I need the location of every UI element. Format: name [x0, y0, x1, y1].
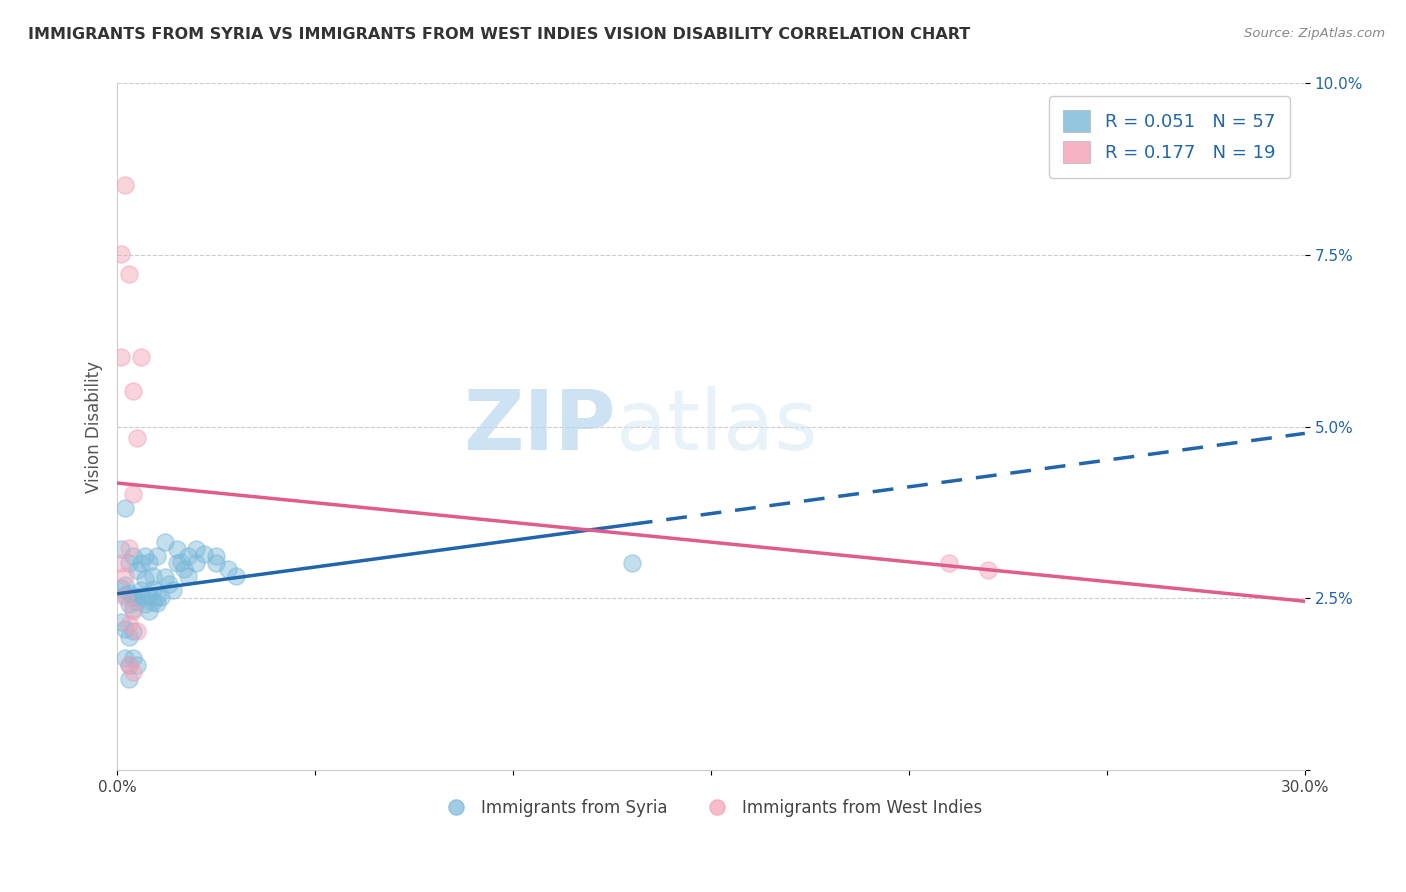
Point [118, 586, 141, 600]
Point [114, 651, 136, 665]
Point [125, 657, 148, 672]
Point [110, 246, 132, 260]
Point [142, 582, 165, 597]
Point [118, 541, 141, 556]
Point [122, 604, 145, 618]
Point [118, 556, 141, 570]
Point [118, 631, 141, 645]
Point [217, 562, 239, 576]
Point [938, 556, 960, 570]
Point [153, 570, 176, 584]
Point [118, 597, 141, 611]
Y-axis label: Vision Disability: Vision Disability [86, 360, 103, 492]
Point [122, 601, 145, 615]
Text: IMMIGRANTS FROM SYRIA VS IMMIGRANTS FROM WEST INDIES VISION DISABILITY CORRELATI: IMMIGRANTS FROM SYRIA VS IMMIGRANTS FROM… [28, 27, 970, 42]
Point [118, 616, 141, 631]
Point [134, 549, 156, 563]
Point [114, 588, 136, 602]
Point [114, 577, 136, 591]
Point [205, 549, 228, 563]
Point [122, 549, 145, 563]
Point [205, 556, 228, 570]
Point [173, 562, 195, 576]
Point [166, 541, 188, 556]
Point [134, 572, 156, 586]
Point [138, 555, 160, 569]
Point [129, 583, 152, 598]
Point [125, 595, 148, 609]
Point [129, 556, 152, 570]
Point [162, 583, 184, 598]
Point [122, 590, 145, 604]
Legend: Immigrants from Syria, Immigrants from West Indies: Immigrants from Syria, Immigrants from W… [433, 792, 990, 823]
Point [114, 590, 136, 604]
Point [129, 350, 152, 364]
Point [110, 615, 132, 630]
Point [114, 568, 136, 582]
Point [114, 500, 136, 515]
Point [157, 577, 180, 591]
Point [146, 590, 169, 604]
Point [125, 624, 148, 639]
Point [169, 555, 191, 569]
Point [225, 569, 247, 583]
Point [977, 562, 1000, 576]
Point [186, 541, 208, 556]
Point [134, 597, 156, 611]
Point [149, 590, 172, 604]
Point [166, 556, 188, 570]
Point [177, 568, 200, 582]
Point [118, 672, 141, 686]
Text: atlas: atlas [616, 386, 818, 467]
Point [125, 562, 148, 576]
Point [142, 595, 165, 609]
Point [122, 624, 145, 639]
Point [110, 541, 132, 556]
Point [118, 657, 141, 672]
Point [110, 581, 132, 595]
Point [122, 665, 145, 679]
Point [122, 487, 145, 501]
Point [177, 549, 200, 563]
Point [110, 350, 132, 364]
Point [138, 589, 160, 603]
Point [146, 596, 169, 610]
Point [129, 589, 152, 603]
Point [186, 556, 208, 570]
Point [118, 657, 141, 672]
Point [122, 651, 145, 665]
Point [118, 268, 141, 282]
Point [110, 556, 132, 570]
Point [122, 384, 145, 398]
Point [125, 590, 148, 604]
Point [114, 178, 136, 192]
Point [138, 604, 160, 618]
Text: ZIP: ZIP [464, 386, 616, 467]
Point [142, 569, 165, 583]
Point [620, 556, 643, 570]
Point [153, 535, 176, 549]
Point [193, 547, 215, 561]
Point [114, 622, 136, 636]
Point [125, 431, 148, 445]
Point [146, 549, 169, 563]
Text: Source: ZipAtlas.com: Source: ZipAtlas.com [1244, 27, 1385, 40]
